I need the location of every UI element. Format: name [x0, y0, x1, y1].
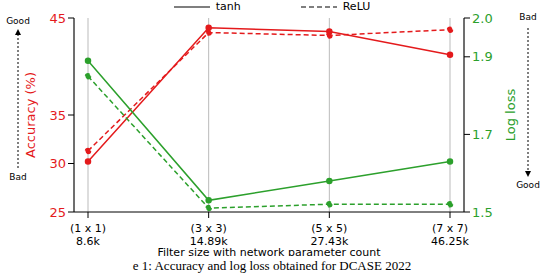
svg-text:25: 25 — [49, 205, 66, 220]
html-text:e 1: Accuracy and log loss obt: e 1: Accuracy and log loss obtained for … — [132, 258, 412, 273]
html-text:ReLU: ReLU — [342, 0, 371, 13]
svg-text:35: 35 — [49, 108, 66, 123]
svg-text:1.9: 1.9 — [472, 49, 493, 64]
html-text:Good: Good — [6, 16, 30, 26]
svg-text:Accuracy (%): Accuracy (%) — [23, 72, 38, 158]
svg-text:30: 30 — [49, 156, 66, 171]
svg-text:(3 x 3)14.89k: (3 x 3)14.89k — [190, 222, 228, 248]
html-text:tanh: tanh — [215, 0, 241, 13]
svg-text:1.5: 1.5 — [472, 205, 493, 220]
svg-text:(5 x 5)27.43k: (5 x 5)27.43k — [310, 222, 348, 248]
svg-text:2.0: 2.0 — [472, 11, 493, 26]
html-text:Good: Good — [516, 180, 540, 190]
html-text:Bad: Bad — [519, 12, 537, 22]
svg-text:45: 45 — [49, 11, 66, 26]
svg-text:Log loss: Log loss — [503, 89, 518, 142]
svg-text:Filter size with network param: Filter size with network parameter count — [157, 246, 381, 256]
svg-text:1.7: 1.7 — [472, 127, 493, 142]
svg-text:(1 x 1)8.6k: (1 x 1)8.6k — [70, 222, 106, 248]
svg-text:(7 x 7)46.25k: (7 x 7)46.25k — [431, 222, 469, 248]
html-text:Bad: Bad — [9, 172, 27, 182]
